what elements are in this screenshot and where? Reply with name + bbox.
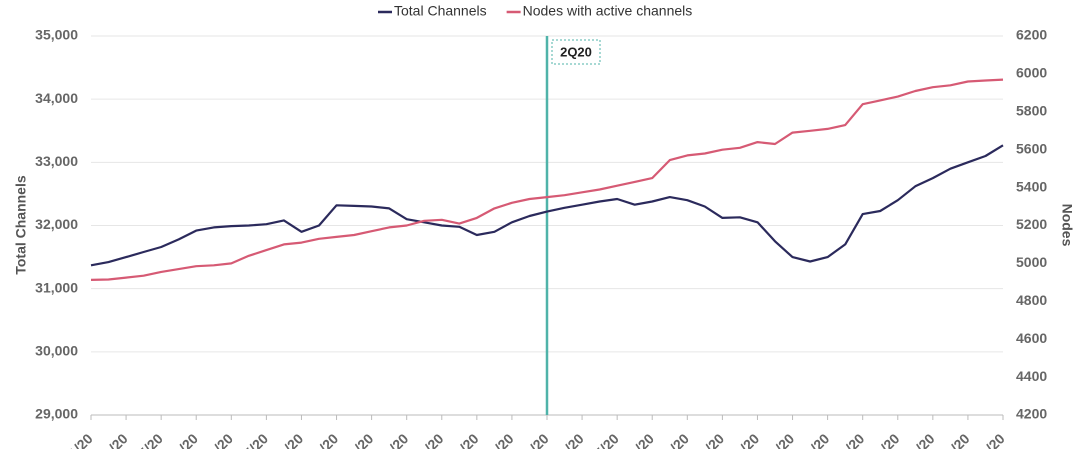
x-tick-label: /20 — [562, 430, 587, 449]
x-tick-label: 5/20 — [591, 430, 622, 449]
x-tick-label: /20 — [772, 430, 797, 449]
y-tick-label: 32,000 — [35, 216, 78, 232]
y-tick-label: 29,000 — [35, 406, 78, 422]
y2-tick-label: 6200 — [1016, 27, 1047, 43]
y2-tick-label: 5600 — [1016, 140, 1047, 156]
x-tick-label: /20 — [913, 430, 938, 449]
x-tick-label: /20 — [737, 430, 762, 449]
y-tick-label: 31,000 — [35, 279, 78, 295]
annotation-box — [551, 39, 601, 65]
x-tick-label: 5/20 — [135, 430, 166, 449]
y-tick-label: 34,000 — [35, 90, 78, 106]
y2-tick-label: 5000 — [1016, 254, 1047, 270]
x-tick-label: /20 — [316, 430, 341, 449]
x-tick-label: /20 — [421, 430, 446, 449]
legend-label: Total Channels — [394, 3, 487, 19]
x-tick-label: /20 — [807, 430, 832, 449]
x-tick-label: /20 — [492, 430, 517, 449]
x-tick-label: /20 — [983, 430, 1008, 449]
series-line — [90, 144, 1004, 267]
legend-label: Nodes with active channels — [523, 3, 693, 19]
x-tick-label: 5/20 — [241, 430, 272, 449]
x-tick-label: /20 — [527, 430, 552, 449]
y2-axis-title: Nodes — [1059, 204, 1075, 247]
x-tick-label: /20 — [667, 430, 692, 449]
series-line — [90, 78, 1004, 281]
y2-tick-label: 5400 — [1016, 178, 1047, 194]
x-tick-label: /20 — [842, 430, 867, 449]
y-axis-title: Total Channels — [13, 175, 29, 275]
y2-tick-label: 4800 — [1016, 292, 1047, 308]
x-tick-label: /20 — [702, 430, 727, 449]
x-tick-label: /20 — [632, 430, 657, 449]
y-tick-label: 30,000 — [35, 343, 78, 359]
x-tick-label: 1/20 — [65, 430, 96, 449]
x-tick-label: /20 — [176, 430, 201, 449]
x-tick-label: /20 — [457, 430, 482, 449]
annotation-label: 2Q20 — [560, 44, 592, 59]
x-tick-label: /20 — [281, 430, 306, 449]
y2-tick-label: 5200 — [1016, 216, 1047, 232]
y2-tick-label: 4200 — [1016, 406, 1047, 422]
x-tick-label: /20 — [106, 430, 131, 449]
y-tick-label: 35,000 — [35, 27, 78, 43]
y2-tick-label: 6000 — [1016, 65, 1047, 81]
x-tick-label: /20 — [211, 430, 236, 449]
x-tick-label: /20 — [386, 430, 411, 449]
y2-tick-label: 5800 — [1016, 103, 1047, 119]
y-tick-label: 33,000 — [35, 153, 78, 169]
x-tick-label: /20 — [877, 430, 902, 449]
y2-tick-label: 4400 — [1016, 368, 1047, 384]
x-tick-label: /20 — [948, 430, 973, 449]
x-tick-label: /20 — [351, 430, 376, 449]
y2-tick-label: 4600 — [1016, 330, 1047, 346]
